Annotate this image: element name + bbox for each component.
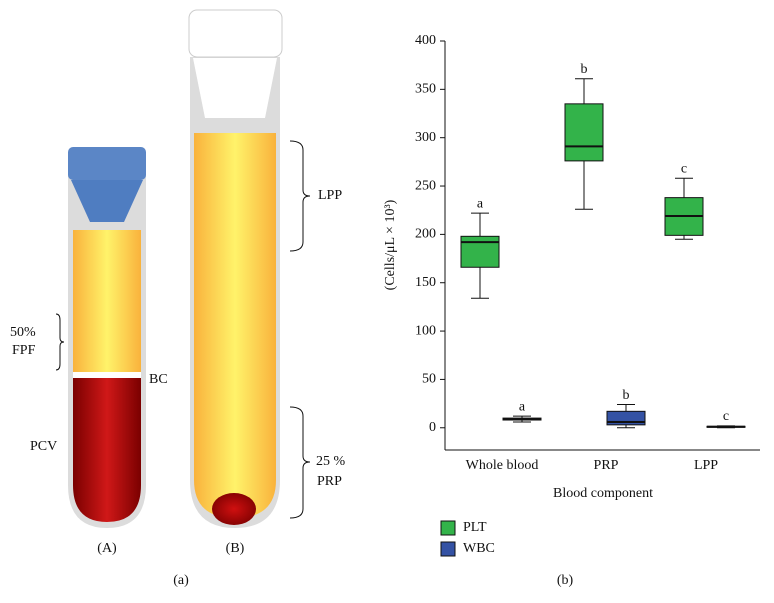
y-tick-label: 50	[422, 372, 436, 387]
legend-label: WBC	[463, 541, 495, 556]
label: 25 %	[316, 454, 346, 469]
panel-label: (a)	[173, 573, 189, 588]
tube-b	[188, 9, 283, 528]
tube-a	[68, 147, 146, 528]
label: (B)	[226, 541, 245, 556]
x-axis-label: Blood component	[553, 486, 653, 501]
group-letter: c	[681, 162, 687, 177]
group-letter: a	[477, 196, 484, 211]
group-letter: c	[723, 409, 729, 424]
bracket	[289, 406, 311, 519]
label: BC	[149, 372, 168, 387]
y-tick-label: 100	[415, 323, 436, 338]
group-letter: a	[519, 399, 526, 414]
y-tick-label: 350	[415, 82, 436, 97]
label: PRP	[317, 474, 342, 489]
x-tick-label: PRP	[594, 458, 619, 473]
y-tick-label: 150	[415, 275, 436, 290]
legend-swatch	[440, 541, 456, 557]
legend-swatch	[440, 520, 456, 536]
y-axis-label: (Cells/μL × 10³)	[383, 199, 398, 290]
panel-label: (b)	[557, 573, 574, 588]
y-tick-label: 0	[429, 420, 436, 435]
y-tick-label: 200	[415, 227, 436, 242]
label: 50%	[10, 325, 36, 340]
y-tick-label: 300	[415, 130, 436, 145]
label: (A)	[97, 541, 117, 556]
bracket	[55, 313, 65, 371]
group-letter: b	[581, 62, 588, 77]
bracket	[289, 140, 311, 252]
group-letter: b	[623, 388, 630, 403]
label: PCV	[30, 439, 57, 454]
x-tick-label: Whole blood	[466, 458, 539, 473]
y-tick-label: 250	[415, 178, 436, 193]
box	[460, 235, 500, 268]
label: FPF	[12, 343, 36, 358]
label: LPP	[318, 188, 342, 203]
legend-label: PLT	[463, 520, 487, 535]
x-tick-label: LPP	[694, 458, 718, 473]
box	[564, 103, 604, 162]
y-tick-label: 400	[415, 33, 436, 48]
